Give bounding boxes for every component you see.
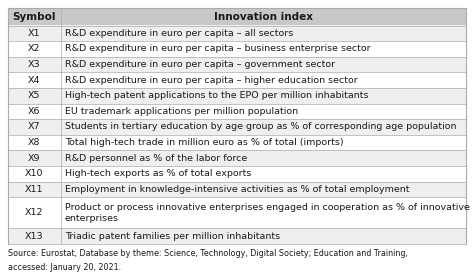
Bar <box>8 197 466 229</box>
Text: EU trademark applications per million population: EU trademark applications per million po… <box>64 107 298 116</box>
Text: R&D expenditure in euro per capita – higher education sector: R&D expenditure in euro per capita – hig… <box>64 76 357 85</box>
Text: High-tech exports as % of total exports: High-tech exports as % of total exports <box>64 169 251 178</box>
Text: X3: X3 <box>28 60 41 69</box>
Text: Product or process innovative enterprises engaged in cooperation as % of innovat: Product or process innovative enterprise… <box>64 203 470 223</box>
Bar <box>8 229 466 244</box>
Text: X11: X11 <box>25 185 44 194</box>
Bar <box>8 135 466 150</box>
Text: R&D personnel as % of the labor force: R&D personnel as % of the labor force <box>64 154 247 163</box>
Bar <box>8 72 466 88</box>
Bar <box>8 57 466 72</box>
Bar <box>8 150 466 166</box>
Text: R&D expenditure in euro per capita – business enterprise sector: R&D expenditure in euro per capita – bus… <box>64 44 370 53</box>
Text: Total high-tech trade in million euro as % of total (imports): Total high-tech trade in million euro as… <box>64 138 343 147</box>
Text: X13: X13 <box>25 232 44 241</box>
Text: R&D expenditure in euro per capita – all sectors: R&D expenditure in euro per capita – all… <box>64 29 293 38</box>
Text: X7: X7 <box>28 122 41 131</box>
Text: R&D expenditure in euro per capita – government sector: R&D expenditure in euro per capita – gov… <box>64 60 335 69</box>
Text: X2: X2 <box>28 44 41 53</box>
Text: X10: X10 <box>25 169 44 178</box>
Text: X4: X4 <box>28 76 41 85</box>
Bar <box>8 119 466 135</box>
Text: X6: X6 <box>28 107 41 116</box>
Text: Triadic patent families per million inhabitants: Triadic patent families per million inha… <box>64 232 280 241</box>
Text: Innovation index: Innovation index <box>214 12 313 22</box>
Bar <box>8 8 466 25</box>
Text: accessed: January 20, 2021.: accessed: January 20, 2021. <box>8 263 121 271</box>
Text: Students in tertiary education by age group as % of corresponding age population: Students in tertiary education by age gr… <box>64 122 456 131</box>
Bar <box>8 41 466 57</box>
Text: Symbol: Symbol <box>13 12 56 22</box>
Bar <box>8 104 466 119</box>
Text: Source: Eurostat, Database by theme: Science, Technology, Digital Society; Educa: Source: Eurostat, Database by theme: Sci… <box>8 249 408 258</box>
Bar <box>8 166 466 182</box>
Bar <box>8 25 466 41</box>
Text: X8: X8 <box>28 138 41 147</box>
Bar <box>8 182 466 197</box>
Text: X9: X9 <box>28 154 41 163</box>
Text: X1: X1 <box>28 29 41 38</box>
Text: Employment in knowledge-intensive activities as % of total employment: Employment in knowledge-intensive activi… <box>64 185 409 194</box>
Text: X5: X5 <box>28 91 41 100</box>
Bar <box>8 88 466 104</box>
Text: X12: X12 <box>25 208 44 217</box>
Text: High-tech patent applications to the EPO per million inhabitants: High-tech patent applications to the EPO… <box>64 91 368 100</box>
